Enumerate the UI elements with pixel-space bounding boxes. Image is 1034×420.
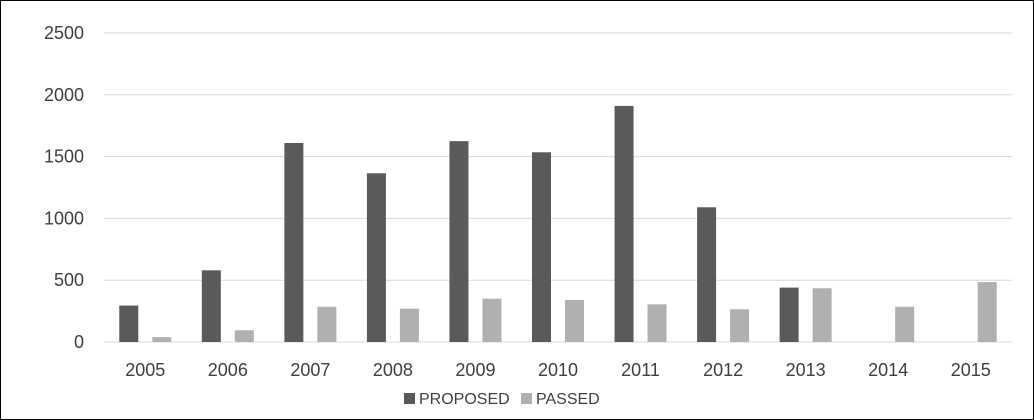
- y-axis-ticks: 0 500 1000 1500 2000 2500: [44, 23, 84, 352]
- bar-proposed-2012: [697, 207, 717, 342]
- legend-swatch-proposed: [404, 393, 415, 404]
- bar-proposed-2009: [449, 141, 469, 342]
- bar-passed-2006: [234, 330, 254, 342]
- bar-passed-2015: [977, 282, 997, 342]
- bar-passed-2005: [152, 337, 172, 342]
- legend-label-passed: PASSED: [536, 391, 600, 408]
- bar-passed-2009: [482, 298, 502, 342]
- y-tick-label: 2500: [44, 23, 84, 43]
- bar-proposed-2013: [779, 287, 799, 342]
- bar-proposed-2008: [366, 173, 386, 342]
- bar-proposed-2005: [119, 305, 139, 342]
- x-tick-label: 2006: [208, 360, 248, 380]
- y-tick-label: 1500: [44, 147, 84, 167]
- x-tick-label: 2007: [290, 360, 330, 380]
- bar-passed-2007: [317, 306, 337, 342]
- bar-passed-2008: [399, 308, 419, 342]
- gridlines: [104, 32, 1012, 343]
- y-tick-label: 500: [54, 270, 84, 290]
- x-tick-label: 2005: [125, 360, 165, 380]
- x-tick-label: 2012: [703, 360, 743, 380]
- y-tick-label: 2000: [44, 85, 84, 105]
- legend-label-proposed: PROPOSED: [419, 391, 510, 408]
- x-tick-label: 2013: [786, 360, 826, 380]
- x-tick-label: 2008: [373, 360, 413, 380]
- x-tick-label: 2014: [868, 360, 908, 380]
- bar-passed-2014: [895, 306, 915, 342]
- legend-swatch-passed: [521, 393, 532, 404]
- bar-passed-2012: [730, 309, 750, 342]
- bar-proposed-2011: [614, 105, 634, 342]
- x-tick-label: 2009: [455, 360, 495, 380]
- y-tick-label: 1000: [44, 208, 84, 228]
- y-tick-label: 0: [74, 332, 84, 352]
- bar-proposed-2006: [201, 270, 221, 342]
- x-tick-label: 2015: [951, 360, 991, 380]
- x-tick-label: 2011: [621, 360, 660, 380]
- legend: PROPOSED PASSED: [404, 391, 600, 408]
- x-tick-label: 2010: [538, 360, 578, 380]
- bar-proposed-2010: [532, 152, 551, 342]
- bars: [119, 105, 997, 342]
- bar-proposed-2007: [284, 143, 304, 342]
- x-axis-ticks: 2005 2006 2007 2008 2009 2010 2011 2012 2013 2014…: [125, 360, 991, 380]
- bar-passed-2010: [565, 299, 584, 342]
- bar-passed-2013: [812, 288, 832, 342]
- bar-passed-2011: [647, 304, 667, 342]
